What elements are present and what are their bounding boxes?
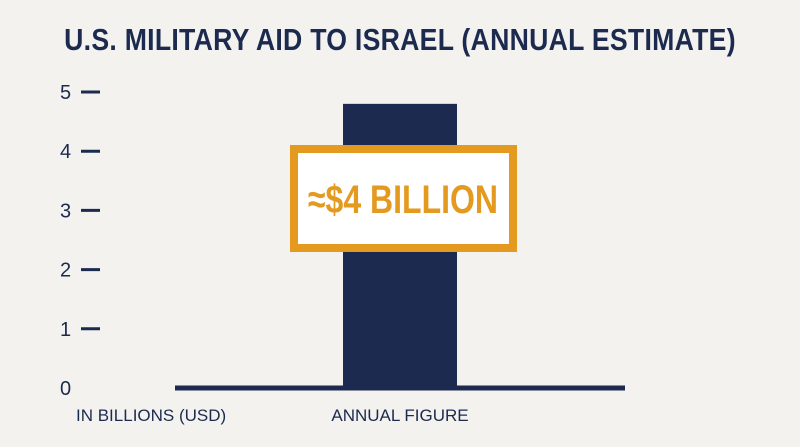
y-tick-label: 0 [60, 378, 71, 400]
callout-box [290, 145, 517, 252]
y-tick-label: 3 [60, 200, 71, 222]
y-tick-label: 5 [60, 82, 71, 104]
annotation-callout: ≈$4 BILLION [290, 145, 517, 252]
y-tick-label: 2 [60, 260, 71, 282]
x-axis-labels: ANNUAL FIGURE [331, 406, 468, 425]
y-axis-caption: IN BILLIONS (USD) [76, 406, 226, 425]
callout-label: ≈$4 BILLION [308, 178, 498, 222]
y-tick-label: 4 [60, 141, 71, 163]
chart-title: U.S. MILITARY AID TO ISRAEL (ANNUAL ESTI… [64, 22, 736, 57]
y-axis: 0 1 2 3 4 5 [60, 82, 100, 400]
x-category-label: ANNUAL FIGURE [331, 406, 468, 425]
y-tick-label: 1 [60, 319, 71, 341]
